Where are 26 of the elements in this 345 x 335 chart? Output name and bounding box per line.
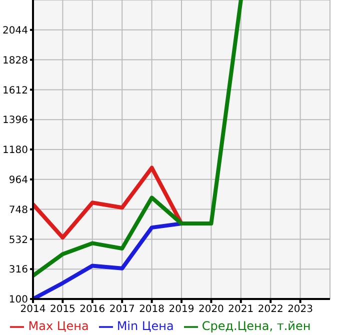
y-tick-label: 2044 — [2, 25, 28, 36]
x-tick-label: 2021 — [228, 304, 254, 316]
y-tick-label: 748 — [8, 204, 28, 216]
y-tick-label: 1180 — [2, 145, 28, 156]
y-tick-label: 1396 — [2, 115, 28, 126]
x-tick-label: 2022 — [258, 304, 284, 316]
y-tick-label: 316 — [8, 264, 28, 276]
legend-label: Max Цена — [28, 319, 89, 333]
x-tick-label: 2019 — [168, 304, 194, 316]
legend-label: Сред.Цена, т.йен — [202, 319, 311, 333]
x-tick-label: 2017 — [109, 304, 135, 316]
y-tick-label: 532 — [8, 234, 28, 246]
line-series — [33, 166, 184, 240]
x-tick-label: 2016 — [80, 304, 106, 316]
x-tick-label: 2018 — [139, 304, 165, 316]
x-tick-label: 2023 — [288, 304, 314, 316]
x-tick-label: 2014 — [20, 304, 46, 316]
y-tick-label: 1828 — [2, 55, 28, 66]
x-tick-label: 2015 — [50, 304, 76, 316]
y-tick-label: 1612 — [2, 85, 28, 96]
y-tick-label: 100 — [8, 294, 28, 306]
x-tick-label: 2020 — [198, 304, 224, 316]
line-series — [33, 0, 243, 278]
y-tick-label: 964 — [8, 174, 28, 186]
line-series — [33, 222, 184, 299]
legend-label: Min Цена — [116, 319, 174, 333]
